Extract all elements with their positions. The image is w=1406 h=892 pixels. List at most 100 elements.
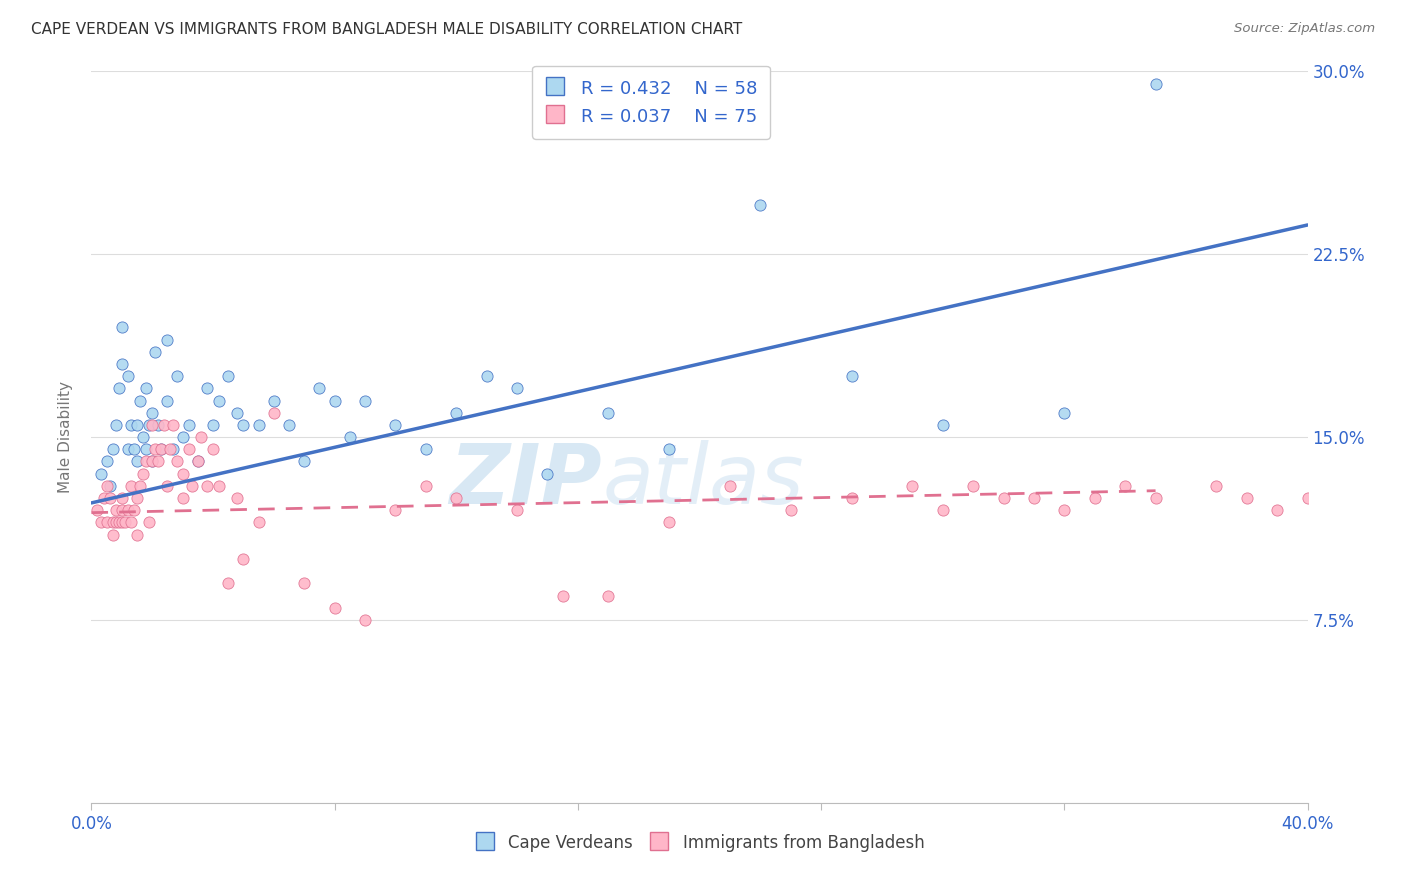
Point [143,442,166,457]
Point [232,552,254,566]
Point [135,442,157,457]
Point [166,369,188,384]
Point [111,491,134,505]
Point [551,589,574,603]
Point [156,393,179,408]
Point [143,344,166,359]
Point [101,442,124,457]
Point [323,393,346,408]
Point [107,516,129,530]
Point [101,516,124,530]
Point [1205,479,1227,493]
Point [153,417,176,432]
Point [172,467,194,481]
Point [292,454,315,468]
Point [208,479,231,493]
Point [217,369,239,384]
Point [122,503,145,517]
Point [247,516,270,530]
Point [125,491,148,505]
Point [138,516,160,530]
Text: CAPE VERDEAN VS IMMIGRANTS FROM BANGLADESH MALE DISABILITY CORRELATION CHART: CAPE VERDEAN VS IMMIGRANTS FROM BANGLADE… [31,22,742,37]
Point [339,430,361,444]
Point [278,417,301,432]
Point [292,576,315,591]
Point [931,417,953,432]
Point [132,430,155,444]
Point [138,417,160,432]
Point [202,442,225,457]
Point [323,600,346,615]
Point [1053,503,1076,517]
Point [129,393,152,408]
Point [1084,491,1107,505]
Point [598,406,620,420]
Point [444,406,467,420]
Point [96,516,118,530]
Point [384,503,406,517]
Point [96,454,118,468]
Point [993,491,1015,505]
Point [104,516,127,530]
Point [658,516,681,530]
Y-axis label: Male Disability: Male Disability [58,381,73,493]
Point [187,454,209,468]
Point [148,454,170,468]
Point [232,417,254,432]
Point [180,479,202,493]
Point [1022,491,1045,505]
Point [506,381,529,395]
Point [208,393,231,408]
Point [111,516,134,530]
Point [141,454,163,468]
Point [107,381,129,395]
Point [120,479,142,493]
Point [132,467,155,481]
Point [202,417,225,432]
Point [172,430,194,444]
Point [122,442,145,457]
Point [263,393,285,408]
Point [104,503,127,517]
Point [125,454,148,468]
Point [384,417,406,432]
Point [1265,503,1288,517]
Text: atlas: atlas [602,441,804,522]
Point [98,479,121,493]
Point [901,479,924,493]
Point [89,516,111,530]
Point [89,467,111,481]
Point [1144,491,1167,505]
Point [111,357,134,371]
Point [101,527,124,541]
Point [1236,491,1258,505]
Point [141,417,163,432]
Point [962,479,984,493]
Point [125,417,148,432]
Point [111,320,134,334]
Point [162,417,184,432]
Point [658,442,681,457]
Point [354,393,377,408]
Point [598,589,620,603]
Point [135,381,157,395]
Point [96,479,118,493]
Text: Source: ZipAtlas.com: Source: ZipAtlas.com [1234,22,1375,36]
Point [506,503,529,517]
Point [779,503,801,517]
Point [159,442,181,457]
Point [1114,479,1136,493]
Text: ZIP: ZIP [450,441,602,522]
Point [98,491,121,505]
Point [536,467,558,481]
Point [141,406,163,420]
Point [172,491,194,505]
Point [187,454,209,468]
Point [415,442,437,457]
Point [135,454,157,468]
Point [141,454,163,468]
Point [263,406,285,420]
Point [226,491,249,505]
Point [111,503,134,517]
Point [195,381,218,395]
